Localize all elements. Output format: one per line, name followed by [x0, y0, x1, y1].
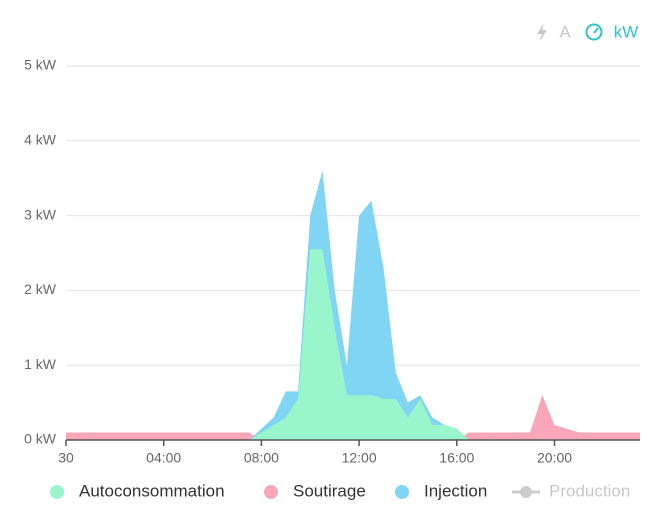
current-icon[interactable] [537, 23, 547, 42]
x-tick-label: 04:00 [146, 450, 181, 466]
power-icon-needle [593, 27, 599, 34]
area [66, 249, 640, 440]
legend-label: Injection [424, 481, 487, 500]
y-tick-label: 0 kW [24, 431, 57, 447]
power-icon[interactable] [585, 23, 603, 41]
x-tick-label: 20:00 [537, 450, 572, 466]
y-tick-label: 3 kW [24, 206, 57, 222]
x-tick-label: 30 [58, 450, 74, 466]
legend-marker [264, 485, 278, 499]
legend-label: Production [549, 481, 630, 500]
x-tick-label: 16:00 [439, 450, 474, 466]
x-tick-label: 12:00 [342, 450, 377, 466]
legend-label: Autoconsommation [79, 481, 225, 500]
unit-option[interactable]: A [559, 22, 571, 41]
legend-marker [50, 485, 64, 499]
legend-item[interactable]: Production [512, 481, 630, 500]
legend-item[interactable]: Injection [395, 481, 487, 500]
legend-marker [395, 485, 409, 499]
legend-marker [520, 486, 532, 498]
legend-item[interactable]: Soutirage [264, 481, 366, 500]
y-tick-label: 4 kW [24, 132, 57, 148]
y-tick-label: 2 kW [24, 281, 57, 297]
area [66, 395, 640, 440]
legend-item[interactable]: Autoconsommation [50, 481, 225, 500]
y-tick-label: 5 kW [24, 57, 57, 73]
legend-label: Soutirage [293, 481, 366, 500]
y-tick-label: 1 kW [24, 356, 57, 372]
unit-option[interactable]: kW [614, 22, 639, 41]
x-tick-label: 08:00 [244, 450, 279, 466]
